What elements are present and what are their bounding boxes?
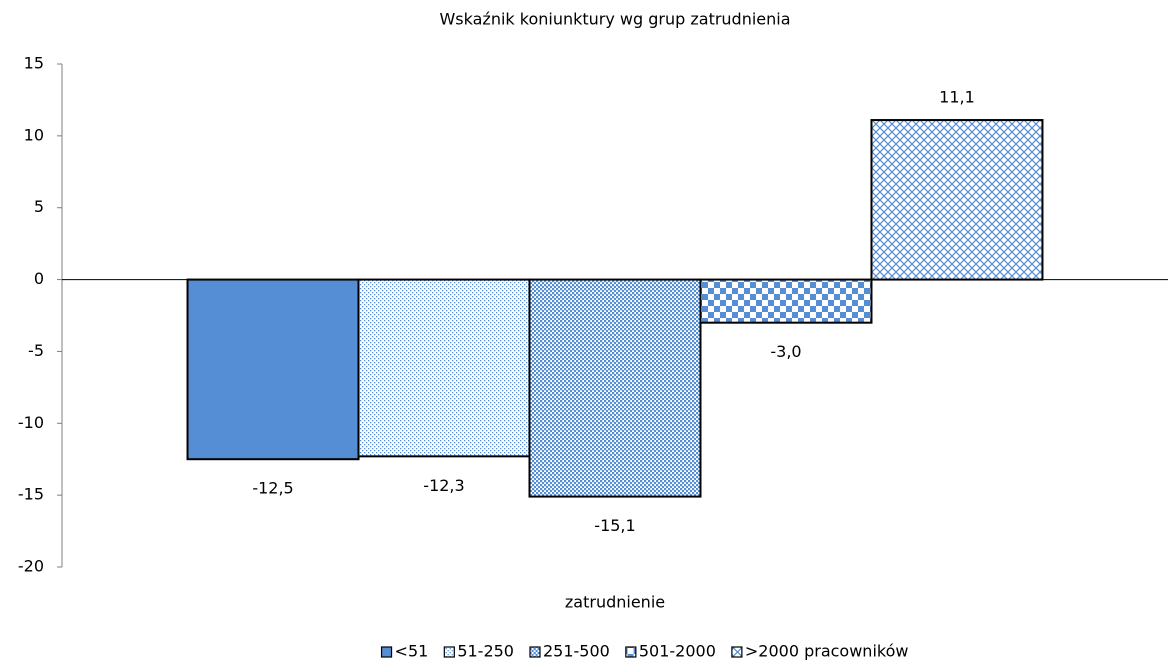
- legend-swatch: [731, 646, 743, 658]
- legend-swatch: [443, 646, 455, 658]
- legend: <51 51-250 251-500 501-2000 >2000 pracownikó…: [380, 642, 909, 661]
- legend-label: 51-250: [457, 642, 514, 661]
- legend-label: <51: [395, 642, 429, 661]
- chart-title: Wskaźnik koniunktury wg grup zatrudnieni…: [439, 10, 790, 29]
- y-tick-label: -10: [18, 413, 44, 432]
- y-tick-label: -20: [18, 557, 44, 576]
- y-tick-label: -5: [28, 341, 44, 360]
- legend-label: 251-500: [543, 642, 610, 661]
- bar: [186, 278, 360, 461]
- data-label: -12,5: [252, 479, 293, 498]
- y-tick-label: 5: [34, 197, 44, 216]
- data-label: -15,1: [594, 516, 635, 535]
- bar: [357, 278, 531, 458]
- legend-swatch: [529, 646, 541, 658]
- legend-swatch: [625, 646, 637, 658]
- y-tick-label: -15: [18, 485, 44, 504]
- legend-swatch: [380, 646, 393, 658]
- y-tick-label: 10: [24, 125, 44, 144]
- data-label: -12,3: [423, 476, 464, 495]
- legend-label: >2000 pracowników: [745, 642, 909, 661]
- bar: [699, 278, 873, 324]
- y-tick-label: 0: [34, 269, 44, 288]
- x-axis-label: zatrudnienie: [565, 593, 665, 612]
- data-label: 11,1: [939, 88, 975, 107]
- bar: [870, 119, 1044, 281]
- data-label: -3,0: [770, 342, 801, 361]
- legend-label: 501-2000: [639, 642, 716, 661]
- y-tick-label: 15: [24, 54, 44, 73]
- bar: [528, 278, 702, 498]
